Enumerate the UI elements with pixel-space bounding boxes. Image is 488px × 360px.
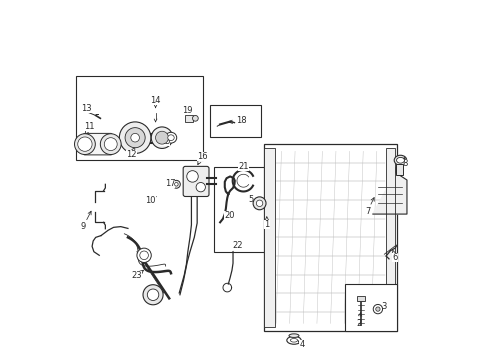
- Text: 5: 5: [248, 194, 253, 203]
- Text: 23: 23: [131, 270, 143, 280]
- Text: 19: 19: [182, 106, 193, 115]
- Ellipse shape: [393, 155, 406, 165]
- Text: 21: 21: [238, 162, 248, 171]
- Circle shape: [140, 251, 148, 260]
- Bar: [210, 105, 260, 137]
- Ellipse shape: [288, 334, 298, 337]
- Bar: [264, 144, 396, 330]
- Circle shape: [125, 128, 145, 148]
- Text: 14: 14: [150, 95, 161, 108]
- Ellipse shape: [165, 132, 176, 143]
- Text: 3: 3: [381, 302, 386, 311]
- Text: 17: 17: [164, 179, 175, 188]
- Text: 20: 20: [224, 211, 234, 220]
- Circle shape: [375, 307, 379, 311]
- Text: 2: 2: [356, 313, 361, 328]
- Ellipse shape: [396, 157, 404, 163]
- Circle shape: [253, 197, 265, 210]
- Text: 16: 16: [197, 152, 207, 165]
- Text: 8: 8: [402, 158, 407, 168]
- Bar: [184, 115, 193, 122]
- Circle shape: [174, 183, 178, 186]
- Bar: [356, 296, 365, 301]
- Text: 1: 1: [264, 217, 269, 229]
- Text: 22: 22: [232, 241, 242, 250]
- Text: 10: 10: [145, 196, 156, 205]
- FancyBboxPatch shape: [83, 134, 112, 155]
- Text: 9: 9: [81, 211, 91, 231]
- FancyBboxPatch shape: [183, 166, 208, 197]
- Bar: [395, 164, 403, 175]
- Circle shape: [100, 134, 121, 154]
- Circle shape: [147, 289, 159, 301]
- Circle shape: [137, 248, 151, 262]
- Circle shape: [104, 138, 117, 150]
- Circle shape: [74, 134, 95, 154]
- Bar: [344, 284, 396, 330]
- Ellipse shape: [167, 135, 174, 140]
- Circle shape: [142, 285, 163, 305]
- Circle shape: [119, 122, 151, 153]
- Text: 13: 13: [81, 104, 91, 113]
- Text: 15: 15: [159, 137, 170, 146]
- Bar: [264, 148, 274, 327]
- Text: 4: 4: [298, 340, 304, 349]
- Circle shape: [186, 171, 198, 182]
- Ellipse shape: [286, 336, 301, 344]
- Bar: [214, 167, 273, 252]
- Text: 18: 18: [229, 116, 246, 125]
- Circle shape: [196, 183, 205, 192]
- Text: 12: 12: [126, 147, 137, 159]
- Circle shape: [78, 137, 92, 151]
- Polygon shape: [372, 165, 406, 214]
- Bar: [76, 76, 203, 160]
- Circle shape: [155, 131, 168, 144]
- Circle shape: [192, 116, 198, 121]
- Bar: [386, 148, 394, 327]
- Circle shape: [372, 305, 382, 314]
- Text: 7: 7: [364, 198, 373, 216]
- Circle shape: [256, 200, 262, 207]
- Text: 11: 11: [84, 122, 95, 134]
- Circle shape: [151, 127, 172, 148]
- Circle shape: [131, 134, 139, 142]
- Text: 6: 6: [391, 250, 397, 262]
- Ellipse shape: [290, 338, 297, 342]
- Circle shape: [172, 180, 180, 188]
